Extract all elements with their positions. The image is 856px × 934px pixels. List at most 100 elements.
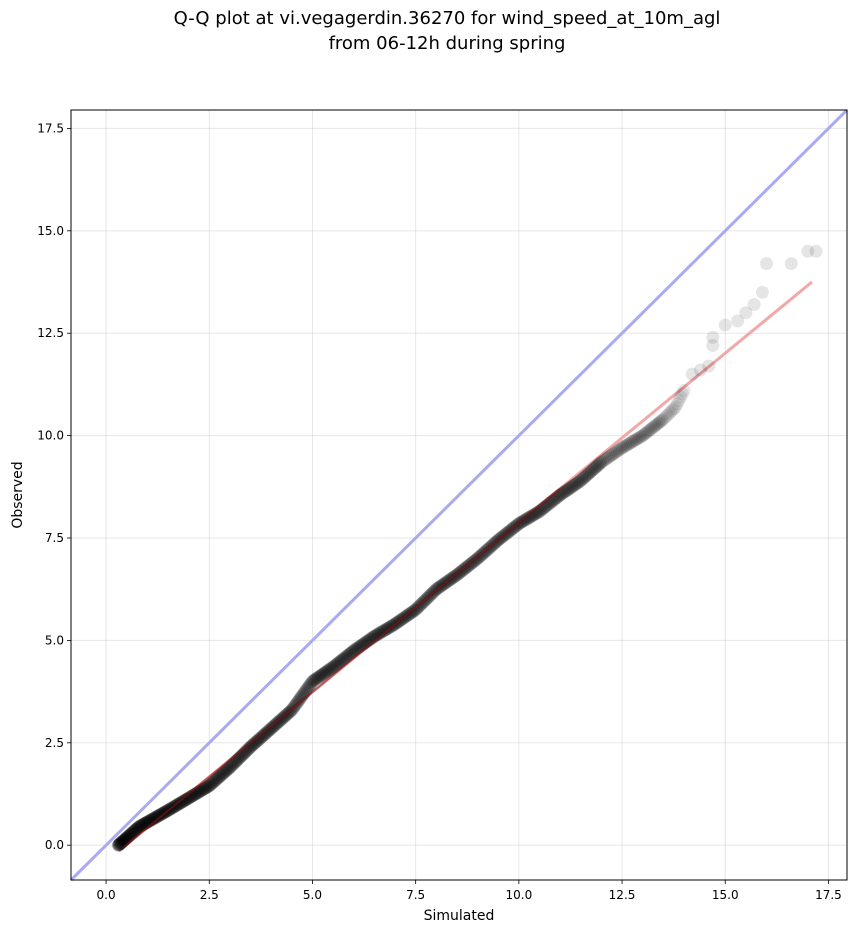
qq-point (196, 782, 210, 796)
qq-point (128, 823, 142, 837)
data-points (111, 244, 823, 852)
qq-point (579, 469, 593, 483)
qq-point (706, 330, 720, 344)
qq-point (321, 664, 335, 678)
qq-point (470, 552, 484, 566)
qq-point (650, 417, 664, 431)
qq-point (224, 759, 238, 773)
qq-point (171, 798, 185, 812)
chart-title: Q-Q plot at vi.vegagerdin.36270 for wind… (174, 8, 721, 29)
qq-point (628, 433, 642, 447)
qq-point (242, 741, 256, 755)
qq-point (198, 782, 212, 796)
qq-point (199, 781, 213, 795)
qq-point (144, 813, 158, 827)
qq-point (301, 680, 315, 694)
qq-point (604, 449, 618, 463)
qq-point (292, 693, 306, 707)
qq-point (212, 770, 226, 784)
qq-point (633, 430, 647, 444)
qq-point (246, 738, 260, 752)
qq-point (380, 622, 394, 636)
qq-point (329, 658, 343, 672)
qq-point (625, 435, 639, 449)
qq-point (240, 744, 254, 758)
qq-point (129, 823, 143, 837)
qq-point (371, 627, 385, 641)
qq-point (264, 721, 278, 735)
qq-point (253, 732, 267, 746)
qq-point (152, 808, 166, 822)
qq-point (316, 667, 330, 681)
qq-point (149, 810, 163, 824)
qq-point (642, 424, 656, 438)
y-tick-label: 0.0 (45, 838, 64, 852)
x-tick-label: 0.0 (97, 888, 116, 902)
qq-point (178, 793, 192, 807)
y-tick-label: 2.5 (45, 736, 64, 750)
qq-point (312, 670, 326, 684)
qq-point (663, 405, 677, 419)
qq-point (573, 474, 587, 488)
qq-point (627, 434, 641, 448)
qq-point (182, 791, 196, 805)
qq-point (340, 649, 354, 663)
qq-point (558, 484, 572, 498)
qq-point (377, 623, 391, 637)
qq-point (319, 665, 333, 679)
qq-point (330, 657, 344, 671)
qq-point (597, 453, 611, 467)
qq-point (635, 429, 649, 443)
qq-point (568, 478, 582, 492)
qq-point (373, 626, 387, 640)
qq-point (643, 422, 657, 436)
qq-point (265, 720, 279, 734)
qq-point (154, 807, 168, 821)
qq-point (662, 407, 676, 421)
qq-point (344, 646, 358, 660)
qq-point (268, 718, 282, 732)
qq-point (409, 602, 423, 616)
qq-point (587, 462, 601, 476)
qq-point (619, 439, 633, 453)
qq-point (718, 318, 732, 332)
qq-point (262, 724, 276, 738)
qq-point (318, 666, 332, 680)
qq-point (249, 735, 263, 749)
qq-point (615, 441, 629, 455)
qq-point (670, 397, 684, 411)
qq-point (146, 812, 160, 826)
qq-point (315, 668, 329, 682)
qq-point (181, 792, 195, 806)
qq-point (620, 438, 634, 452)
qq-point (308, 672, 322, 686)
qq-point (180, 792, 194, 806)
qq-point (304, 676, 318, 690)
qq-point (669, 400, 683, 414)
y-axis-label: Observed (10, 461, 26, 528)
x-tick-label: 17.5 (815, 888, 842, 902)
qq-point (295, 689, 309, 703)
y-tick-label: 10.0 (37, 429, 64, 443)
qq-point (255, 730, 269, 744)
qq-point (214, 768, 228, 782)
qq-point (407, 604, 421, 618)
qq-point (260, 725, 274, 739)
qq-point (173, 796, 187, 810)
qq-point (150, 810, 164, 824)
x-axis-label: Simulated (424, 908, 495, 924)
qq-point (702, 359, 716, 373)
qq-point (472, 551, 486, 565)
y-tick-label: 5.0 (45, 633, 64, 647)
qq-point (706, 339, 720, 353)
qq-point (153, 808, 167, 822)
qq-point (323, 662, 337, 676)
chart-subtitle: from 06-12h during spring (329, 33, 566, 54)
qq-point (638, 426, 652, 440)
qq-point (200, 780, 214, 794)
qq-point (209, 772, 223, 786)
qq-point (648, 418, 662, 432)
qq-point (126, 825, 140, 839)
qq-point (571, 475, 585, 489)
qq-point (652, 416, 666, 430)
